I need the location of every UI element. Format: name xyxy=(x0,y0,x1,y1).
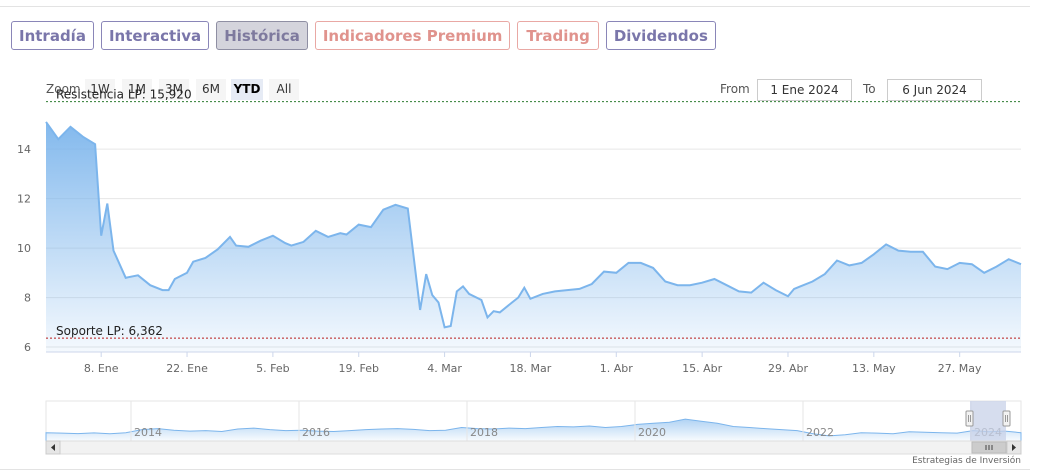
zoom-label: Zoom xyxy=(46,82,81,96)
tab-interactiva[interactable]: Interactiva xyxy=(100,21,210,50)
navigator-right-handle[interactable] xyxy=(1002,410,1011,427)
x-tick-label: 1. Abr xyxy=(600,362,633,375)
from-date-input[interactable]: 1 Ene 2024 xyxy=(757,79,852,101)
y-tick-label: 8 xyxy=(24,292,31,305)
to-date-input[interactable]: 6 Jun 2024 xyxy=(887,79,982,101)
zoom-1w-button[interactable]: 1W xyxy=(85,79,115,100)
credits-text: Estrategias de Inversión xyxy=(912,456,1021,466)
x-axis-labels: 8. Ene 22. Ene 5. Feb 19. Feb 4. Mar 18. Mar 1… xyxy=(84,352,982,375)
navigator-year-label: 2018 xyxy=(470,426,498,439)
zoom-all-button[interactable]: All xyxy=(269,79,299,100)
zoom-ytd-button[interactable]: YTD xyxy=(231,79,263,100)
tab-intradia[interactable]: Intradía xyxy=(11,21,94,50)
from-label: From xyxy=(720,82,750,96)
navigator-year-label: 2016 xyxy=(302,426,330,439)
to-label: To xyxy=(863,82,876,96)
scrollbar-track[interactable] xyxy=(45,440,1022,455)
price-line xyxy=(45,121,1022,329)
bottom-divider xyxy=(0,469,1030,470)
x-tick-label: 22. Ene xyxy=(166,362,208,375)
y-axis-labels: 6 8 10 12 14 xyxy=(17,143,31,354)
resistance-label: Resistencia LP: 15,920 xyxy=(56,88,192,102)
x-tick-label: 29. Abr xyxy=(768,362,808,375)
scrollbar[interactable] xyxy=(45,440,1022,455)
navigator-area xyxy=(45,418,1022,442)
x-tick-label: 19. Feb xyxy=(339,362,379,375)
y-tick-label: 14 xyxy=(17,143,31,156)
plot-lines: Resistencia LP: 15,920 Soporte LP: 6,362 xyxy=(46,88,1021,339)
zoom-1m-button[interactable]: 1M xyxy=(122,79,152,100)
x-tick-label: 15. Abr xyxy=(682,362,722,375)
x-tick-label: 4. Mar xyxy=(427,362,462,375)
arrow-left-icon xyxy=(51,444,55,451)
tab-indicadores-premium[interactable]: Indicadores Premium xyxy=(314,21,511,50)
zoom-6m-button[interactable]: 6M xyxy=(196,79,226,100)
navigator-left-handle[interactable] xyxy=(965,410,974,427)
x-tick-label: 5. Feb xyxy=(256,362,289,375)
navigator-year-label: 2020 xyxy=(638,426,666,439)
tab-dividendos[interactable]: Dividendos xyxy=(605,21,716,50)
zoom-3m-button[interactable]: 3M xyxy=(159,79,189,100)
navigator-year-labels: 201420162018202020222024 xyxy=(130,401,1002,441)
y-tick-label: 10 xyxy=(17,242,31,255)
navigator-selection[interactable] xyxy=(970,401,1006,441)
price-area xyxy=(46,121,1021,353)
x-tick-label: 8. Ene xyxy=(84,362,119,375)
support-label: Soporte LP: 6,362 xyxy=(56,324,163,338)
navigator[interactable]: 201420162018202020222024 xyxy=(45,400,1022,442)
navigator-year-label: 2022 xyxy=(806,426,834,439)
arrow-right-icon xyxy=(1012,444,1016,451)
x-tick-label: 27. May xyxy=(938,362,982,375)
y-tick-label: 6 xyxy=(24,341,31,354)
y-tick-label: 12 xyxy=(17,193,31,206)
top-divider xyxy=(0,6,1030,7)
x-tick-label: 18. Mar xyxy=(510,362,552,375)
tab-trading[interactable]: Trading xyxy=(517,21,599,50)
tab-historica[interactable]: Histórica xyxy=(216,21,308,50)
x-tick-label: 13. May xyxy=(852,362,896,375)
tab-bar: Intradía Interactiva Histórica Indicador… xyxy=(11,21,716,50)
navigator-year-label: 2014 xyxy=(134,426,162,439)
